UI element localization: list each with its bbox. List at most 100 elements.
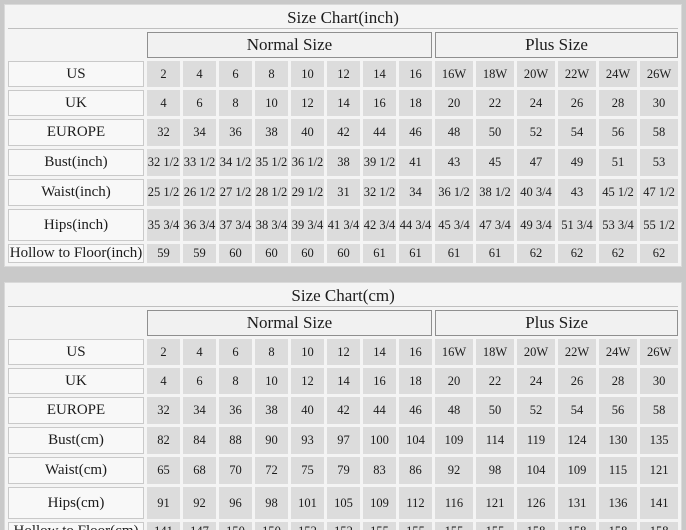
size-value-cell: 152 (291, 522, 324, 530)
size-value-cell: 150 (255, 522, 288, 530)
size-value-cell: 79 (327, 457, 360, 484)
size-value-cell: 62 (599, 244, 637, 263)
size-value-cell: 152 (327, 522, 360, 530)
size-value-cell: 36 1/2 (435, 179, 473, 206)
size-value-cell: 45 1/2 (599, 179, 637, 206)
size-value-cell: 61 (476, 244, 514, 263)
table-row: EUROPE 32 34 36 38 40 42 44 46 48 50 52 54 56 58 (8, 397, 679, 424)
size-value-cell: 26W (640, 339, 679, 365)
size-value-cell: 141 (147, 522, 180, 530)
size-value-cell: 53 3/4 (599, 209, 637, 241)
table-row: Bust(cm) 82 84 88 90 93 97 100 104 109 114 119 124 13… (8, 427, 679, 454)
size-value-cell: 28 1/2 (255, 179, 288, 206)
plus-size-header: Plus Size (435, 310, 679, 336)
size-value-cell: 37 3/4 (219, 209, 252, 241)
size-value-cell: 28 (599, 368, 637, 394)
size-value-cell: 8 (255, 61, 288, 87)
size-value-cell: 20W (517, 61, 555, 87)
size-value-cell: 101 (291, 487, 324, 519)
row-label: Waist(inch) (8, 179, 144, 206)
size-value-cell: 12 (327, 61, 360, 87)
size-value-cell: 36 (219, 397, 252, 424)
size-value-cell: 25 1/2 (147, 179, 180, 206)
row-label: Bust(inch) (8, 149, 144, 176)
plus-size-header: Plus Size (435, 32, 679, 58)
size-value-cell: 90 (255, 427, 288, 454)
size-value-cell: 32 (147, 397, 180, 424)
size-value-cell: 114 (476, 427, 514, 454)
size-value-cell: 4 (183, 61, 216, 87)
size-value-cell: 124 (558, 427, 596, 454)
row-label: UK (8, 368, 144, 394)
size-value-cell: 60 (255, 244, 288, 263)
size-value-cell: 96 (219, 487, 252, 519)
size-value-cell: 147 (183, 522, 216, 530)
size-value-cell: 16 (363, 90, 396, 116)
size-value-cell: 115 (599, 457, 637, 484)
size-value-cell: 8 (255, 339, 288, 365)
size-value-cell: 88 (219, 427, 252, 454)
size-value-cell: 54 (558, 397, 596, 424)
row-label: Hips(inch) (8, 209, 144, 241)
size-value-cell: 6 (183, 90, 216, 116)
size-value-cell: 10 (255, 368, 288, 394)
size-value-cell: 29 1/2 (291, 179, 324, 206)
size-value-cell: 2 (147, 339, 180, 365)
size-value-cell: 116 (435, 487, 473, 519)
size-value-cell: 43 (558, 179, 596, 206)
size-value-cell: 58 (640, 397, 679, 424)
size-value-cell: 33 1/2 (183, 149, 216, 176)
size-value-cell: 49 3/4 (517, 209, 555, 241)
size-value-cell: 8 (219, 368, 252, 394)
size-value-cell: 82 (147, 427, 180, 454)
size-value-cell: 44 3/4 (399, 209, 432, 241)
size-value-cell: 47 3/4 (476, 209, 514, 241)
size-value-cell: 60 (327, 244, 360, 263)
size-value-cell: 97 (327, 427, 360, 454)
size-value-cell: 6 (219, 61, 252, 87)
size-value-cell: 42 (327, 397, 360, 424)
size-value-cell: 20 (435, 368, 473, 394)
size-value-cell: 121 (640, 457, 679, 484)
size-value-cell: 20 (435, 90, 473, 116)
size-value-cell: 22W (558, 61, 596, 87)
size-value-cell: 92 (435, 457, 473, 484)
size-value-cell: 52 (517, 397, 555, 424)
size-value-cell: 30 (640, 368, 679, 394)
size-value-cell: 34 (183, 119, 216, 146)
table-row: Bust(inch) 32 1/2 33 1/2 34 1/2 35 1/2 36 1/2… (8, 149, 679, 176)
size-value-cell: 60 (291, 244, 324, 263)
size-value-cell: 46 (399, 119, 432, 146)
size-value-cell: 59 (183, 244, 216, 263)
table-row: Hollow to Floor(cm)141147150150152152155… (8, 522, 679, 530)
size-value-cell: 98 (255, 487, 288, 519)
size-value-cell: 136 (599, 487, 637, 519)
table-title: Size Chart(inch) (8, 8, 679, 29)
size-value-cell: 32 1/2 (147, 149, 180, 176)
corner-cell (8, 32, 144, 58)
table-row: Hips(inch) 35 3/4 36 3/4 37 3/4 38 3/4 39 3/4… (8, 209, 679, 241)
size-value-cell: 65 (147, 457, 180, 484)
size-value-cell: 16W (435, 61, 473, 87)
size-value-cell: 46 (399, 397, 432, 424)
size-value-cell: 28 (599, 90, 637, 116)
size-value-cell: 36 (219, 119, 252, 146)
size-value-cell: 32 1/2 (363, 179, 396, 206)
size-value-cell: 130 (599, 427, 637, 454)
size-value-cell: 47 (517, 149, 555, 176)
size-value-cell: 16W (435, 339, 473, 365)
table-row: Waist(inch) 25 1/2 26 1/2 27 1/2 28 1/2 29 1/… (8, 179, 679, 206)
size-value-cell: 98 (476, 457, 514, 484)
size-value-cell: 109 (558, 457, 596, 484)
size-value-cell: 24 (517, 368, 555, 394)
size-value-cell: 14 (327, 368, 360, 394)
size-value-cell: 14 (327, 90, 360, 116)
size-value-cell: 47 1/2 (640, 179, 679, 206)
size-value-cell: 18W (476, 339, 514, 365)
title-row: Size Chart(cm) (8, 286, 679, 307)
size-value-cell: 75 (291, 457, 324, 484)
size-value-cell: 109 (363, 487, 396, 519)
size-value-cell: 35 3/4 (147, 209, 180, 241)
size-value-cell: 22 (476, 368, 514, 394)
